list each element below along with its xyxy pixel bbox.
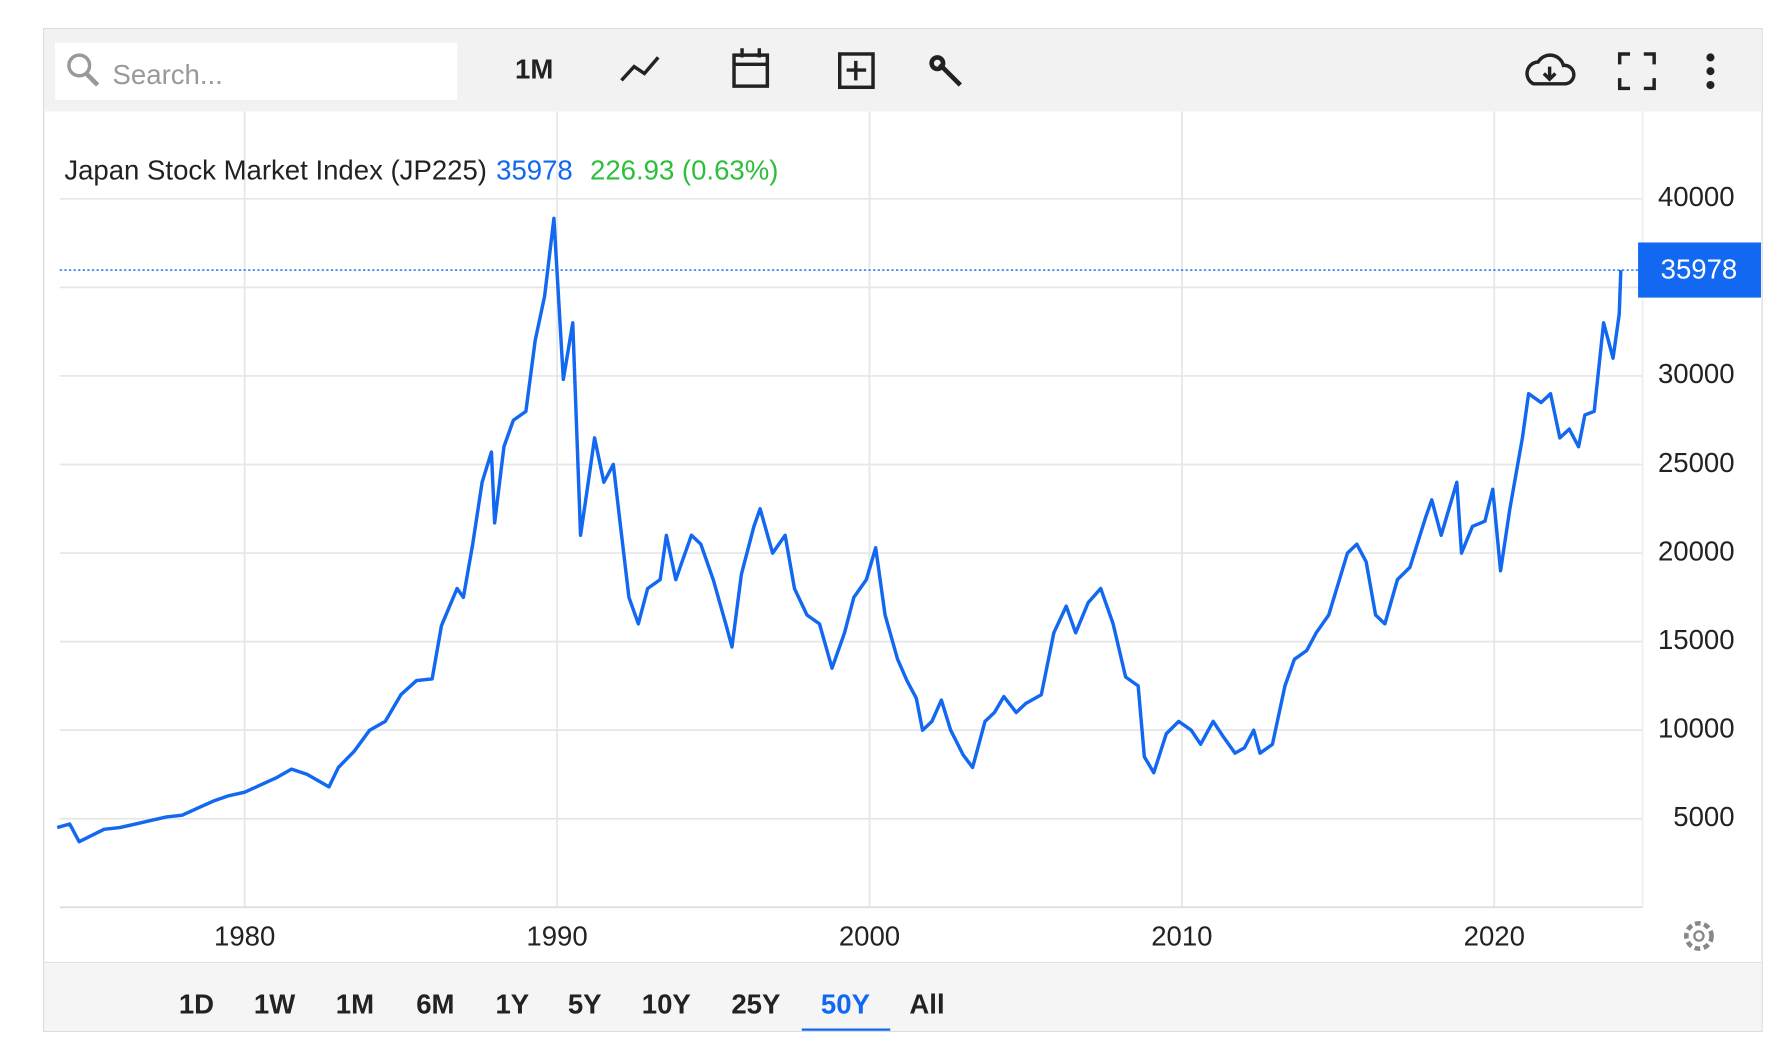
y-tick-label: 25000 [1658, 447, 1735, 478]
search-placeholder: Search... [113, 59, 223, 90]
range-button[interactable]: 10Y [642, 988, 691, 1019]
x-tick-label: 2020 [1464, 921, 1525, 952]
range-button[interactable]: 50Y [821, 988, 870, 1019]
x-tick-label: 2000 [839, 921, 900, 952]
x-tick-label: 1990 [526, 921, 587, 952]
range-button[interactable]: 1Y [495, 988, 529, 1019]
y-tick-label: 5000 [1673, 801, 1734, 832]
search-box[interactable] [55, 42, 458, 100]
y-tick-label: 30000 [1658, 358, 1735, 389]
last-value: 35978 [496, 155, 573, 186]
range-button[interactable]: All [909, 988, 944, 1019]
range-button[interactable]: 1W [254, 988, 295, 1019]
chart-title: Japan Stock Market Index (JP225) [64, 155, 487, 186]
range-button[interactable]: 25Y [731, 988, 780, 1019]
add-icon[interactable] [837, 52, 875, 90]
range-bar [44, 962, 1761, 1031]
y-tick-label: 40000 [1658, 181, 1735, 212]
y-tick-label: 20000 [1658, 535, 1735, 566]
download-icon[interactable] [1525, 53, 1576, 86]
y-tick-label: 15000 [1658, 624, 1735, 655]
range-button[interactable]: 6M [416, 988, 454, 1019]
range-button[interactable]: 5Y [568, 988, 602, 1019]
gear-icon[interactable] [1684, 921, 1714, 951]
price-line [56, 216, 1623, 844]
settings-wrench-icon[interactable] [929, 55, 962, 87]
last-value-label: 35978 [1661, 253, 1738, 284]
y-tick-label: 10000 [1658, 712, 1735, 743]
x-tick-label: 2010 [1151, 921, 1212, 952]
frame [43, 28, 1763, 1032]
calendar-icon[interactable] [732, 48, 770, 88]
x-tick-label: 1980 [214, 921, 275, 952]
interval-button[interactable]: 1M [515, 53, 553, 84]
chart-type-icon[interactable] [620, 56, 660, 82]
range-button[interactable]: 1D [179, 988, 214, 1019]
change: 226.93 (0.63%) [590, 155, 778, 186]
fullscreen-icon[interactable] [1617, 52, 1656, 91]
more-icon[interactable] [1706, 53, 1715, 90]
search-icon [67, 53, 92, 78]
range-button[interactable]: 1M [336, 988, 374, 1019]
last-value-badge [1638, 242, 1761, 298]
search-icon [84, 71, 100, 87]
